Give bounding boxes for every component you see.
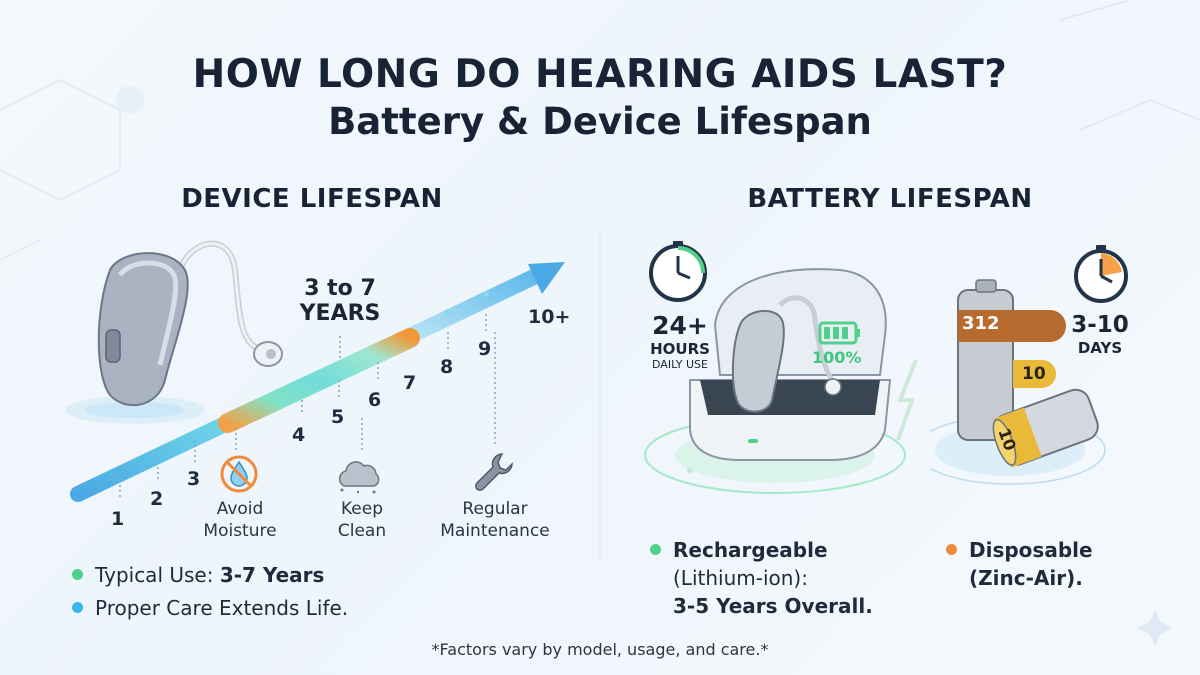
page-subtitle: Battery & Device Lifespan [328,100,872,143]
scale-year-8: 8 [440,356,454,378]
rechargeable-info: Rechargeable (Lithium-ion): 3-5 Years Ov… [650,536,873,620]
tip-regular-maintenance-line2: Maintenance [440,521,550,541]
timer-icon [1074,245,1128,303]
bullet-typical-use-label: Typical Use: [95,563,220,587]
disposable-batteries-icon [930,279,1106,485]
lifespan-timeline [70,262,565,502]
tip-avoid-moisture-line1: Avoid [216,499,264,519]
no-water-drop-icon [220,455,258,493]
disposable-title: Disposable [969,538,1093,562]
disposable-info: Disposable (Zinc-Air). [946,536,1093,592]
footnote: *Factors vary by model, usage, and care.… [431,640,769,659]
scale-year-9: 9 [478,338,492,360]
disposable-type: (Zinc-Air). [969,566,1083,590]
tip-keep-clean: Keep Clean [322,498,402,542]
rechargeable-title: Rechargeable [673,538,828,562]
bullet-typical-use: Typical Use: 3-7 Years [72,563,324,587]
tip-regular-maintenance: Regular Maintenance [428,498,562,542]
rechargeable-lifespan: 3-5 Years Overall. [673,594,873,618]
orange-dot-icon [946,544,957,555]
disposable-stat-value: 3-10 [1071,312,1129,338]
range-label-top: 3 to 7 [304,276,376,301]
wrench-icon [475,453,513,491]
tip-keep-clean-line1: Keep [340,499,383,519]
dust-cloud-icon [338,461,380,494]
bullet-typical-use-value: 3-7 Years [219,563,325,587]
scale-year-7: 7 [403,372,417,394]
scale-year-2: 2 [150,488,164,510]
tip-regular-maintenance-line1: Regular [462,499,528,519]
sparkle-icon [1137,610,1173,646]
scale-year-6: 6 [368,389,382,411]
scale-year-10-plus: 10+ [528,306,571,328]
clock-icon [649,241,707,302]
rechargeable-stat-value: 24+ [652,311,708,340]
charging-case-icon [644,268,906,494]
green-dot-icon [72,569,83,580]
rechargeable-stat-unit: HOURS [650,340,710,358]
rechargeable-type: (Lithium-ion): [673,566,808,590]
page-title: HOW LONG DO HEARING AIDS LAST? [192,52,1008,97]
tip-avoid-moisture: Avoid Moisture [200,498,280,542]
scale-year-5: 5 [331,406,345,428]
scale-year-4: 4 [292,424,306,446]
typical-range-label: 3 to 7 YEARS [290,276,390,326]
blue-dot-icon [72,602,83,613]
scale-year-1: 1 [111,508,125,530]
tip-keep-clean-line2: Clean [337,521,387,541]
lightning-icon [896,360,918,440]
green-dot-icon [650,544,661,555]
battery-label-10-tag: 10 [1022,364,1046,384]
scale-year-3: 3 [187,468,201,490]
battery-lifespan-heading: BATTERY LIFESPAN [747,184,1033,214]
hearing-aid-icon [65,240,283,424]
rechargeable-stat: 24+ HOURS DAILY USE [630,311,730,372]
battery-label-312: 312 [962,313,1000,334]
charge-level: 100% [812,348,862,367]
bullet-proper-care: Proper Care Extends Life. [72,596,348,620]
tip-avoid-moisture-line2: Moisture [203,521,277,541]
rechargeable-stat-sub: DAILY USE [652,358,708,371]
device-lifespan-heading: DEVICE LIFESPAN [181,184,443,214]
disposable-stat-unit: DAYS [1077,339,1123,357]
range-label-bottom: YEARS [299,301,381,326]
disposable-stat: 3-10 DAYS [1050,312,1150,358]
bullet-proper-care-label: Proper Care Extends Life. [95,596,349,620]
